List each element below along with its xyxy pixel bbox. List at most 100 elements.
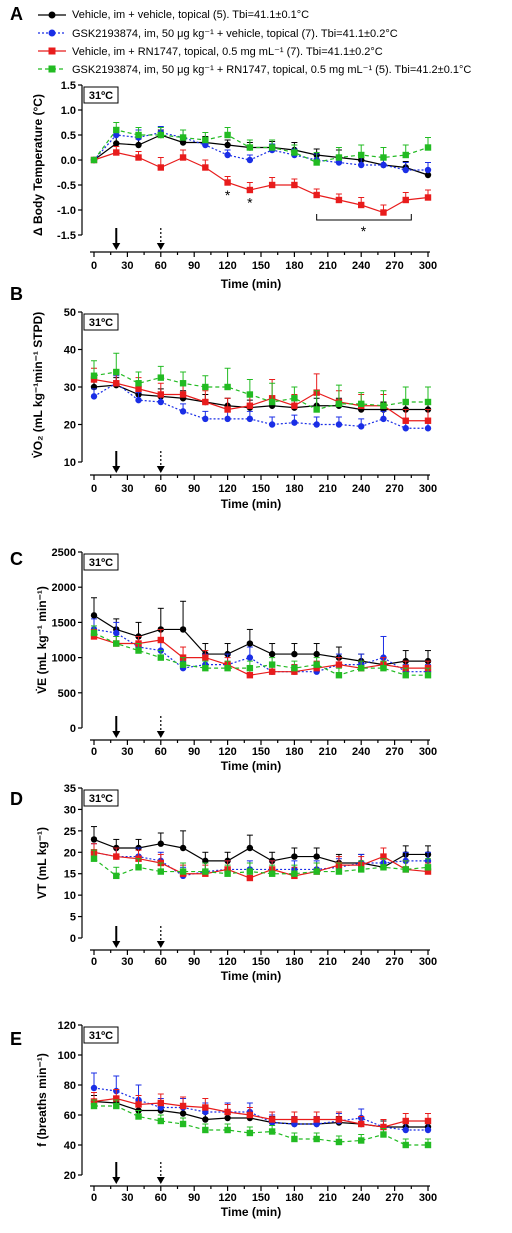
series-3 bbox=[90, 1089, 432, 1131]
panel-A: A 31ºC 1.5 1.0 0.5 0.0 -0.5 -1.0 -1.5 Δ Body Temp… bbox=[10, 4, 437, 291]
legend-swatch-icon bbox=[38, 29, 66, 37]
data-point bbox=[402, 866, 409, 873]
data-point bbox=[135, 380, 142, 387]
data-point bbox=[179, 661, 187, 668]
data-point bbox=[202, 1126, 209, 1134]
data-point bbox=[224, 1114, 231, 1122]
temp-label: 31ºC bbox=[89, 90, 113, 102]
x-tick-label: 90 bbox=[188, 746, 200, 758]
series-4 bbox=[90, 352, 432, 413]
legend-label: GSK2193874, im, 50 μg kg⁻¹ + RN1747, top… bbox=[72, 63, 472, 76]
legend-marker bbox=[48, 11, 56, 19]
significance-marker: * bbox=[225, 187, 231, 203]
data-point bbox=[135, 131, 142, 139]
temp-label: 31ºC bbox=[89, 317, 113, 329]
x-tick-label: 0 bbox=[91, 956, 97, 968]
data-point bbox=[358, 161, 365, 169]
temp-box bbox=[83, 86, 119, 104]
legend-label: GSK2193874, im, 50 μg kg⁻¹ + vehicle, to… bbox=[72, 27, 398, 40]
series-line bbox=[93, 858, 429, 877]
series-line bbox=[93, 635, 428, 676]
data-point bbox=[246, 156, 254, 164]
data-point bbox=[157, 398, 164, 406]
data-point bbox=[335, 1116, 343, 1123]
temp-label: 31ºC bbox=[89, 1030, 113, 1042]
data-point bbox=[268, 1116, 276, 1123]
series-2 bbox=[90, 126, 432, 174]
x-axis-title: Time (min) bbox=[221, 969, 281, 983]
data-point bbox=[291, 395, 298, 402]
data-point bbox=[358, 423, 365, 430]
data-point bbox=[424, 672, 432, 679]
x-axis-title: Time (min) bbox=[221, 277, 281, 291]
data-point bbox=[268, 1128, 276, 1135]
temp-box bbox=[83, 789, 119, 807]
x-tick-label: 60 bbox=[155, 260, 167, 272]
series-line bbox=[93, 384, 428, 411]
panel-D: D 31ºC 35 30 25 20 15 10 5 0 VT (mL kg⁻¹) 0 30 60 90 12… bbox=[10, 783, 437, 983]
data-point bbox=[157, 164, 164, 171]
y-axis-title: f (breaths min⁻¹) bbox=[35, 1053, 49, 1147]
data-point bbox=[113, 368, 120, 376]
data-point bbox=[424, 1141, 432, 1149]
data-point bbox=[268, 181, 276, 189]
x-tick-label: 240 bbox=[352, 260, 370, 272]
data-point bbox=[246, 144, 254, 151]
data-point bbox=[268, 870, 276, 877]
y-tick-label: 30 bbox=[64, 382, 76, 394]
arrow-head-icon bbox=[156, 941, 165, 948]
x-tick-label: 270 bbox=[385, 260, 403, 272]
data-point bbox=[202, 141, 209, 149]
panel-B: B 31ºC 50 40 30 20 10 V̇O₂ (mL kg⁻¹min⁻¹ STPD) 0… bbox=[10, 284, 437, 511]
x-tick-label: 150 bbox=[252, 746, 270, 758]
x-tick-label: 30 bbox=[121, 746, 133, 758]
data-point bbox=[402, 166, 409, 174]
y-tick-label: 0.5 bbox=[61, 130, 76, 142]
data-point bbox=[380, 853, 387, 860]
x-tick-label: 120 bbox=[218, 746, 236, 758]
legend-item: Vehicle, im + RN1747, topical, 0.5 mg mL… bbox=[36, 42, 383, 60]
y-tick-label: 0 bbox=[70, 723, 76, 735]
data-point bbox=[268, 661, 276, 668]
data-point bbox=[313, 159, 320, 166]
y-tick-label: 1.0 bbox=[61, 105, 76, 117]
x-tick-label: 90 bbox=[188, 260, 200, 272]
data-point bbox=[202, 136, 209, 144]
data-point bbox=[179, 391, 187, 398]
data-point bbox=[313, 1116, 320, 1123]
series-line bbox=[93, 851, 428, 877]
arrow-head-icon bbox=[112, 243, 121, 250]
data-point bbox=[246, 868, 254, 875]
temp-label: 31ºC bbox=[89, 557, 113, 569]
data-point bbox=[246, 654, 254, 661]
x-axis-title: Time (min) bbox=[221, 759, 281, 773]
data-point bbox=[135, 647, 142, 654]
data-point bbox=[291, 668, 298, 675]
data-point bbox=[358, 866, 365, 873]
data-point bbox=[358, 201, 365, 209]
significance-bracket bbox=[316, 214, 412, 221]
data-point bbox=[157, 654, 164, 661]
y-axis-title: V̇E (mL kg⁻¹ min⁻¹) bbox=[34, 586, 49, 694]
y-tick-label: 25 bbox=[64, 826, 76, 838]
data-point bbox=[224, 406, 231, 413]
data-point bbox=[424, 194, 432, 201]
data-point bbox=[113, 149, 120, 156]
y-axis-title: VT (mL kg⁻¹) bbox=[35, 827, 49, 899]
x-tick-label: 0 bbox=[91, 483, 97, 495]
legend-marker bbox=[48, 29, 56, 37]
data-point bbox=[268, 668, 276, 675]
series-4 bbox=[90, 625, 432, 679]
data-point bbox=[113, 1102, 120, 1110]
data-point bbox=[113, 872, 120, 880]
data-point bbox=[224, 179, 231, 186]
data-point bbox=[90, 1102, 98, 1110]
legend-item: GSK2193874, im, 50 μg kg⁻¹ + vehicle, to… bbox=[36, 24, 398, 42]
data-point bbox=[157, 636, 164, 644]
data-point bbox=[380, 664, 387, 672]
data-point bbox=[291, 664, 298, 672]
data-point bbox=[224, 415, 231, 423]
data-point bbox=[291, 853, 298, 860]
x-tick-label: 210 bbox=[319, 746, 337, 758]
data-point bbox=[402, 672, 409, 679]
